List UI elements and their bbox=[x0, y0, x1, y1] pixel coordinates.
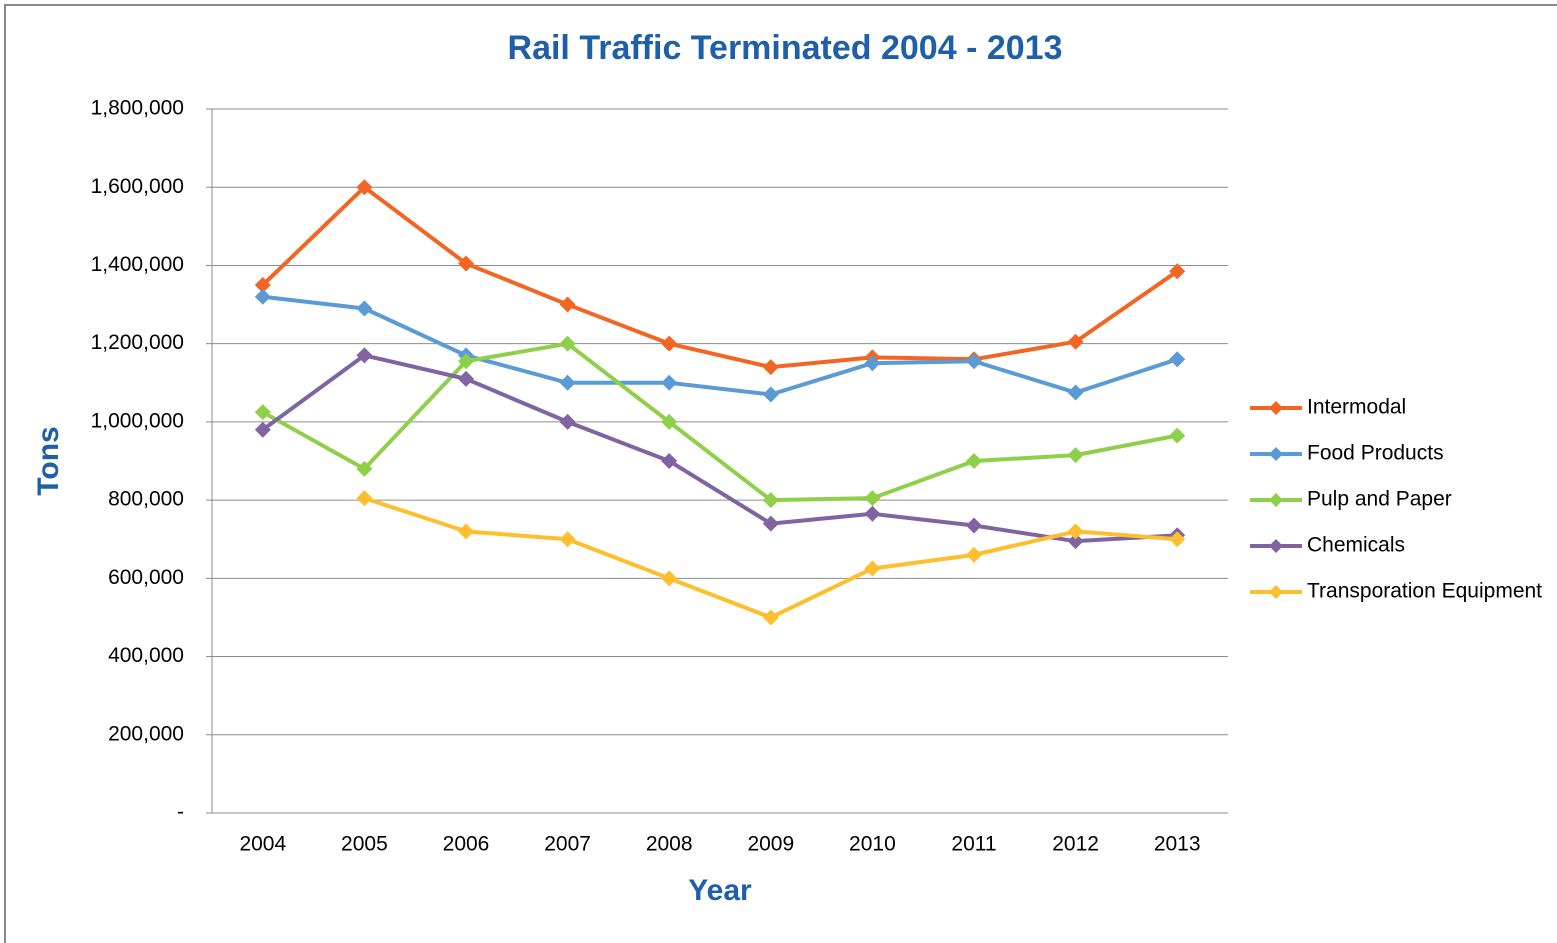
data-point bbox=[864, 490, 881, 507]
series-line bbox=[261, 185, 1179, 370]
x-tick-label: 2013 bbox=[1154, 833, 1201, 856]
y-tick-label: 1,400,000 bbox=[91, 253, 184, 276]
data-point bbox=[559, 374, 576, 391]
y-tick-label: 1,200,000 bbox=[91, 331, 184, 354]
data-point bbox=[1067, 384, 1084, 401]
series-line bbox=[261, 353, 1178, 544]
data-point bbox=[762, 359, 779, 376]
data-point bbox=[356, 460, 373, 477]
data-point bbox=[356, 179, 373, 196]
legend-label: Chemicals bbox=[1307, 534, 1405, 557]
data-point bbox=[864, 505, 881, 522]
data-point bbox=[661, 413, 678, 430]
y-tick-label: - bbox=[177, 801, 184, 824]
x-tick-label: 2007 bbox=[544, 833, 591, 856]
x-tick-label: 2006 bbox=[443, 833, 490, 856]
legend-label: Food Products bbox=[1307, 442, 1444, 465]
data-point bbox=[356, 300, 373, 317]
y-tick-label: 400,000 bbox=[108, 644, 184, 667]
y-tick-label: 200,000 bbox=[108, 722, 184, 745]
legend-marker bbox=[1269, 585, 1283, 599]
data-point bbox=[356, 347, 373, 364]
data-point bbox=[1169, 263, 1186, 280]
data-point bbox=[966, 453, 982, 469]
legend-label: Pulp and Paper bbox=[1307, 488, 1452, 511]
data-point bbox=[1169, 531, 1186, 548]
y-tick-label: 1,600,000 bbox=[91, 175, 184, 198]
data-point bbox=[864, 560, 881, 577]
x-tick-label: 2009 bbox=[747, 833, 794, 856]
data-point bbox=[559, 296, 576, 313]
legend-marker bbox=[1269, 401, 1283, 415]
data-point bbox=[1169, 351, 1186, 368]
data-point bbox=[966, 546, 982, 563]
x-tick-label: 2010 bbox=[849, 833, 896, 856]
data-point bbox=[458, 353, 474, 370]
data-point bbox=[1067, 533, 1084, 550]
y-tick-label: 800,000 bbox=[108, 488, 184, 511]
y-tick-label: 1,000,000 bbox=[91, 409, 184, 432]
y-tick-label: 1,800,000 bbox=[91, 97, 184, 120]
data-point bbox=[254, 404, 271, 421]
data-point bbox=[661, 570, 678, 587]
data-point bbox=[762, 609, 779, 626]
data-point bbox=[661, 453, 678, 469]
data-point bbox=[458, 523, 474, 540]
legend-marker bbox=[1269, 493, 1283, 507]
y-tick-label: 600,000 bbox=[108, 566, 184, 589]
x-tick-label: 2005 bbox=[341, 833, 388, 856]
data-point bbox=[864, 355, 881, 372]
data-point bbox=[762, 386, 779, 403]
data-point bbox=[559, 335, 576, 352]
x-tick-label: 2008 bbox=[646, 833, 693, 856]
legend-label: Transporation Equipment bbox=[1307, 580, 1542, 603]
data-point bbox=[966, 517, 982, 534]
x-tick-label: 2011 bbox=[951, 833, 996, 856]
data-point bbox=[559, 531, 576, 548]
chart-border bbox=[4, 4, 1557, 943]
series-line bbox=[261, 341, 1178, 503]
x-axis-title: Year bbox=[688, 874, 752, 907]
series-line bbox=[262, 294, 1178, 397]
data-point bbox=[1067, 333, 1084, 350]
data-point bbox=[661, 374, 678, 391]
y-axis-title: Tons bbox=[32, 426, 65, 495]
data-point bbox=[458, 255, 474, 272]
data-point bbox=[762, 515, 779, 532]
legend-label: Intermodal bbox=[1307, 396, 1406, 419]
data-point bbox=[1067, 447, 1084, 464]
data-point bbox=[762, 492, 779, 509]
x-tick-label: 2012 bbox=[1052, 833, 1099, 856]
data-point bbox=[661, 335, 678, 352]
legend-marker bbox=[1269, 447, 1283, 461]
data-point bbox=[356, 490, 373, 507]
data-point bbox=[254, 288, 271, 305]
chart-title: Rail Traffic Terminated 2004 - 2013 bbox=[508, 29, 1063, 67]
data-point bbox=[458, 370, 474, 387]
data-point bbox=[254, 421, 271, 438]
data-point bbox=[559, 413, 576, 430]
data-point bbox=[966, 353, 982, 370]
legend-marker bbox=[1269, 539, 1283, 553]
data-point bbox=[1169, 427, 1186, 444]
data-point bbox=[1067, 523, 1084, 540]
x-tick-label: 2004 bbox=[239, 833, 286, 856]
data-point bbox=[254, 277, 271, 293]
